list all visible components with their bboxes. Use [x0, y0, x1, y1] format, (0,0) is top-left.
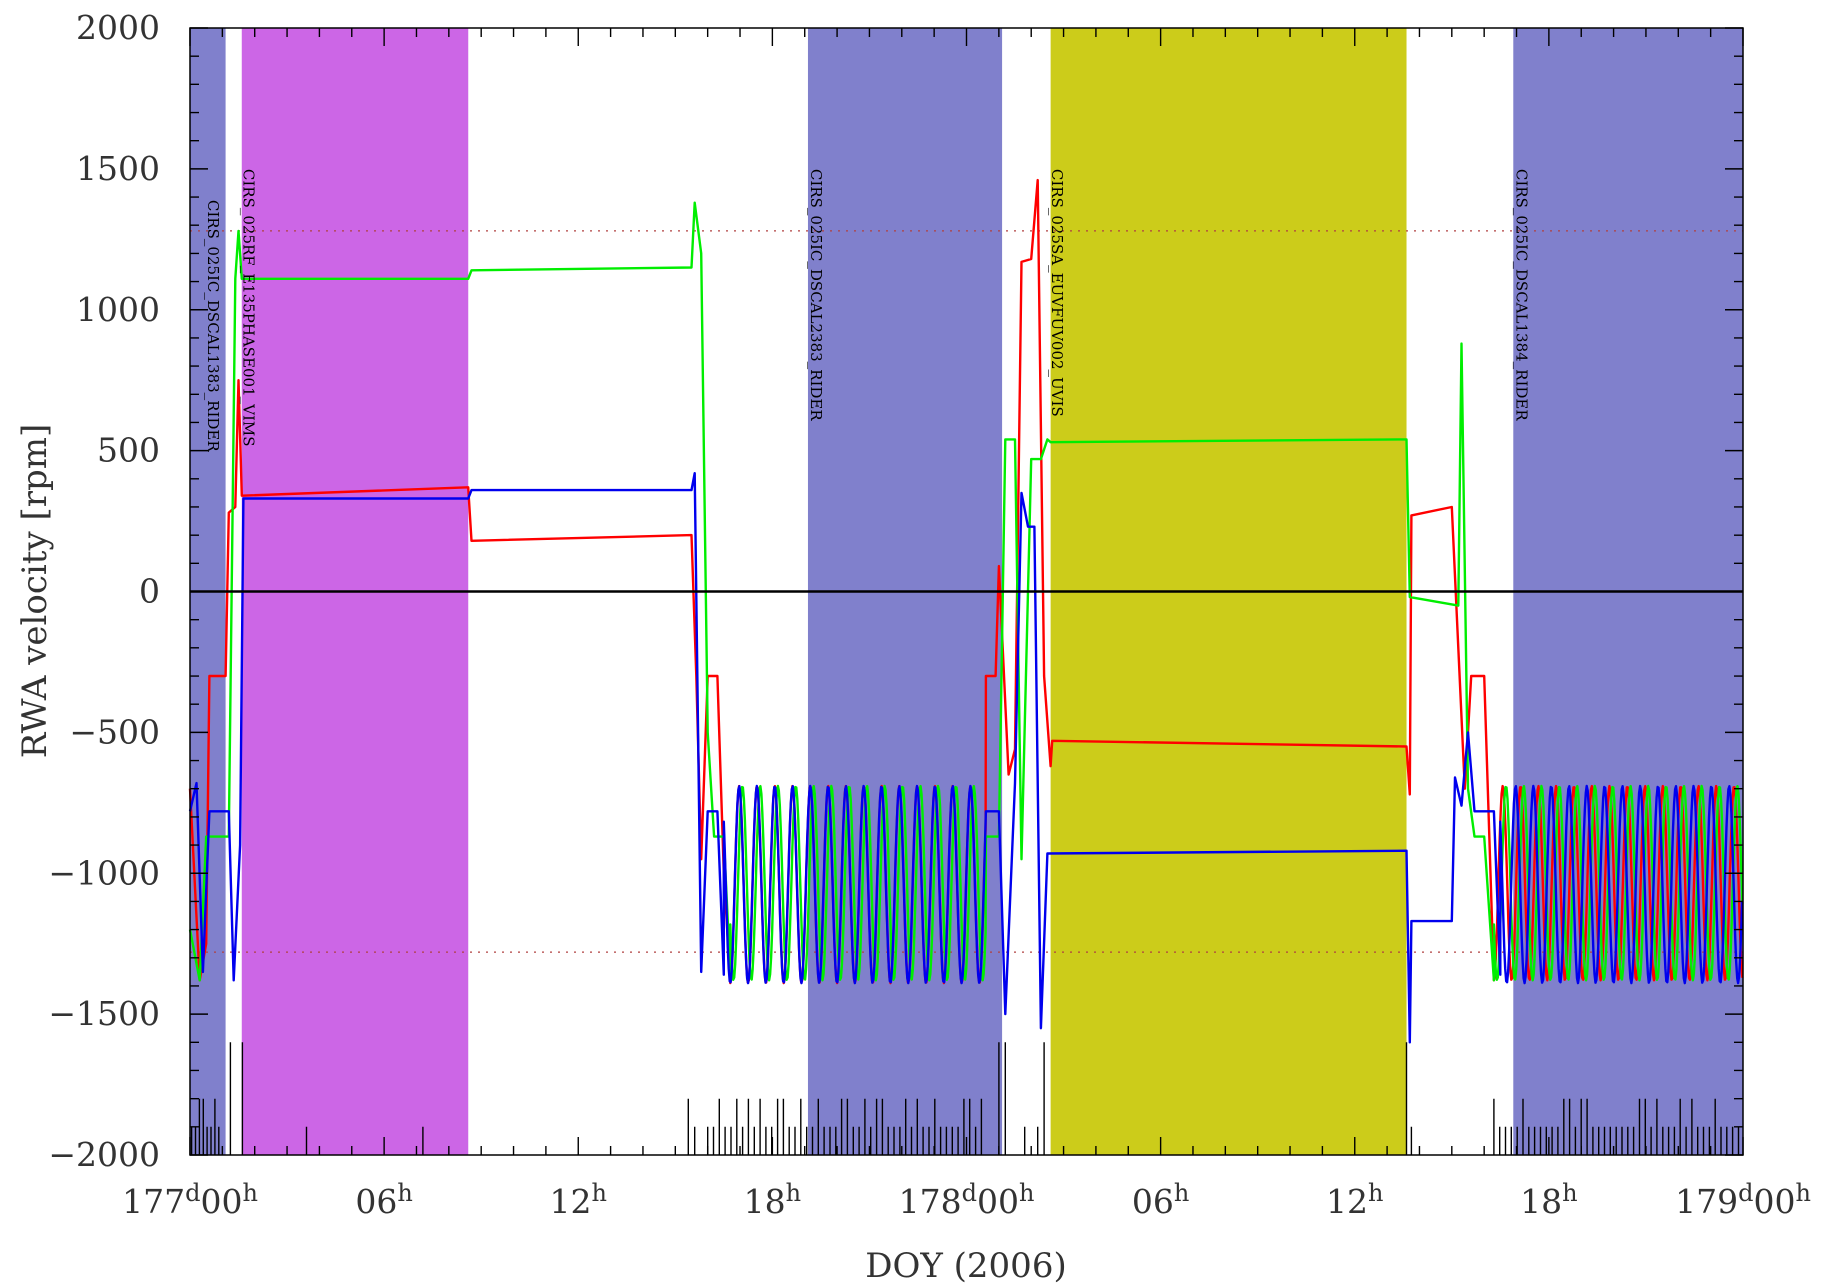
- x-tick-label: 06h: [355, 1179, 412, 1221]
- x-tick-label-part: h: [592, 1179, 607, 1207]
- band-annotation-1: CIRS_025IC_DSCAL1383_RIDER: [204, 200, 222, 452]
- x-tick-label-part: 12: [1326, 1182, 1368, 1221]
- y-tick-label: 2000: [76, 8, 160, 47]
- x-tick-label-part: h: [1368, 1179, 1383, 1207]
- x-tick-label: 178d00h: [899, 1179, 1035, 1221]
- y-tick-label: −1000: [48, 853, 160, 892]
- y-tick-label: 1000: [76, 290, 160, 329]
- event-marker-ticks: [190, 1042, 1740, 1155]
- x-tick-label-part: 00: [200, 1182, 242, 1221]
- x-tick-label-part: 12: [550, 1182, 592, 1221]
- series-lines: [188, 178, 1744, 1044]
- band-annotation-3: CIRS_025IC_DSCAL2383_RIDER: [807, 169, 825, 421]
- y-tick-labels: −2000 −1500 −1000 −500 0 500 1000 1500 2000: [48, 8, 160, 1174]
- x-tick-label-part: 18: [744, 1182, 786, 1221]
- x-tick-label-part: 179: [1675, 1182, 1738, 1221]
- y-tick-label: −1500: [48, 994, 160, 1033]
- x-tick-label: 12h: [1326, 1179, 1383, 1221]
- x-tick-label: 177d00h: [122, 1179, 258, 1221]
- x-tick-label-part: d: [962, 1179, 977, 1207]
- tick-marks: [189, 27, 1744, 1156]
- x-tick-label-part: 06: [355, 1182, 397, 1221]
- x-tick-label-part: h: [397, 1179, 412, 1207]
- band-annotation-5: CIRS_025IC_DSCAL1384_RIDER: [1513, 169, 1531, 421]
- x-tick-label-part: 177: [122, 1182, 185, 1221]
- series-line-blue: [188, 472, 1744, 1044]
- x-tick-label: 12h: [550, 1179, 607, 1221]
- x-tick-label-part: 00: [1753, 1182, 1795, 1221]
- y-tick-label: 500: [97, 431, 160, 470]
- x-tick-label: 179d00h: [1675, 1179, 1811, 1221]
- x-tick-label-part: h: [1174, 1179, 1189, 1207]
- y-axis-label: RWA velocity [rpm]: [15, 424, 55, 759]
- band-annotation-2: CIRS_025RF_E135PHASE001_VIMS: [239, 169, 257, 447]
- x-tick-label-part: 178: [899, 1182, 962, 1221]
- y-tick-label: −2000: [48, 1135, 160, 1174]
- x-tick-label-part: h: [1019, 1179, 1034, 1207]
- axis-ticks: [189, 27, 1744, 1156]
- x-tick-label-part: h: [786, 1179, 801, 1207]
- y-tick-label: 1500: [76, 149, 160, 188]
- x-tick-label-part: d: [1738, 1179, 1753, 1207]
- band-annotations: CIRS_025IC_DSCAL1383_RIDER CIRS_025RF_E13…: [204, 169, 1531, 452]
- x-tick-labels: 177d00h 06h 12h 18h 178d00h 06h 12h 18h 179d00h: [122, 1179, 1811, 1221]
- x-tick-label: 06h: [1132, 1179, 1189, 1221]
- y-tick-label: −500: [69, 712, 160, 751]
- x-tick-label-part: h: [1795, 1179, 1810, 1207]
- x-tick-label-part: h: [1562, 1179, 1577, 1207]
- x-tick-label: 18h: [1520, 1179, 1577, 1221]
- x-tick-label-part: h: [242, 1179, 257, 1207]
- x-tick-label-part: 18: [1520, 1182, 1562, 1221]
- x-tick-label-part: 00: [977, 1182, 1019, 1221]
- y-tick-label: 0: [139, 572, 160, 611]
- x-axis-label: DOY (2006): [865, 1246, 1066, 1286]
- x-tick-label: 18h: [744, 1179, 801, 1221]
- band-annotation-4: CIRS_025SA_EUVFUV002_UVIS: [1048, 169, 1066, 417]
- x-tick-label-part: 06: [1132, 1182, 1174, 1221]
- x-tick-label-part: d: [185, 1179, 200, 1207]
- event-markers: [190, 1042, 1740, 1155]
